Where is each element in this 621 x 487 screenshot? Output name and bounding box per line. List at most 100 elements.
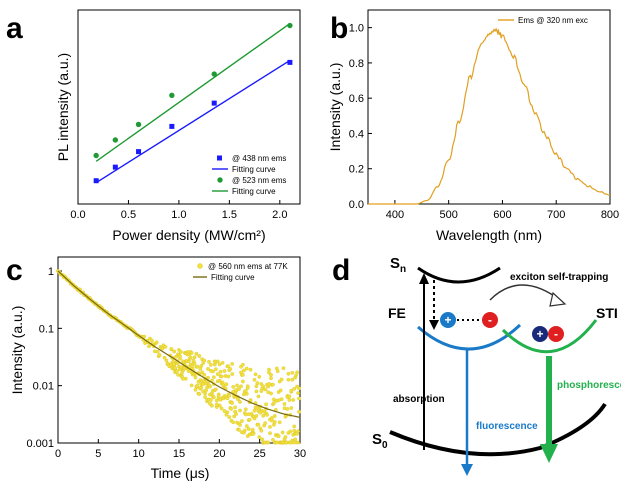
- panel-c-x-label: Time (μs): [151, 465, 210, 481]
- data-point: [235, 383, 239, 388]
- data-point: [240, 419, 244, 423]
- data-point: [288, 429, 293, 434]
- data-point: [264, 402, 268, 407]
- sti-electron-icon: [548, 326, 564, 342]
- data-point: [276, 434, 281, 439]
- data-point: [160, 346, 165, 351]
- panel-d-diagram: Sn S0 FE STI exciton self-trapping absor…: [372, 255, 621, 476]
- data-point: [286, 371, 291, 376]
- y-tick-label: 0.1: [39, 323, 54, 335]
- data-point: [219, 374, 224, 379]
- data-point: [229, 407, 234, 411]
- data-point: [189, 383, 194, 388]
- x-tick-label: 2.0: [272, 209, 287, 221]
- panel-c-y-label: Intensity (a.u.): [9, 306, 25, 395]
- data-point: [246, 427, 251, 431]
- data-point: [225, 410, 230, 415]
- data-point: [162, 355, 167, 360]
- x-tick-label: 0.5: [121, 209, 136, 221]
- data-point: [174, 354, 178, 359]
- data-point: [164, 358, 169, 363]
- data-point: [217, 362, 222, 367]
- x-tick-label: 800: [601, 209, 619, 221]
- data-point: [236, 397, 240, 402]
- data-point: [231, 385, 236, 389]
- data-point: [228, 367, 233, 371]
- panel-letter-d: d: [332, 254, 350, 287]
- data-point: [245, 384, 250, 389]
- sn-curve: [417, 266, 501, 284]
- data-point: [150, 338, 154, 343]
- legend-swatch: [217, 155, 222, 161]
- data-point: [112, 137, 119, 143]
- data-point: [271, 437, 275, 442]
- data-point: [296, 391, 300, 395]
- legend-label: @ 560 nm ems at 77K: [208, 262, 288, 271]
- data-point: [226, 364, 231, 369]
- fe-label: FE: [388, 305, 406, 321]
- data-point: [263, 421, 268, 425]
- data-point: [199, 385, 204, 390]
- data-point: [199, 364, 204, 368]
- panel-a-legend: @ 438 nm ems Fitting curve @ 523 nm ems Fit…: [212, 154, 286, 196]
- self-trapping-arrowhead-icon: [549, 291, 567, 307]
- data-point: [268, 425, 272, 429]
- x-tick-label: 20: [213, 448, 225, 460]
- data-point: [261, 384, 266, 389]
- panel-a-chart: 0.0 0.5 1.0 1.5 2.0 @ 438 nm ems Fitting curv…: [55, 9, 301, 243]
- y-tick-label: 0.0: [349, 199, 364, 211]
- data-point: [254, 384, 259, 389]
- y-tick-label: 1: [48, 266, 54, 278]
- data-point: [211, 71, 217, 77]
- data-point: [252, 377, 257, 382]
- x-tick-label: 500: [439, 209, 457, 221]
- panel-letter-c: c: [6, 254, 23, 287]
- legend-label: Fitting curve: [232, 165, 276, 174]
- electron-minus-label: -: [488, 313, 492, 327]
- data-point: [135, 121, 142, 128]
- data-point: [193, 387, 198, 392]
- fe-curve: [417, 323, 522, 351]
- data-point: [242, 368, 246, 373]
- fit-line: [57, 270, 301, 418]
- panel-letter-b: b: [330, 12, 348, 45]
- data-point: [211, 395, 216, 400]
- data-point: [297, 396, 301, 401]
- data-point: [257, 374, 262, 379]
- data-point: [230, 401, 235, 405]
- x-tick-label: 5: [95, 448, 101, 460]
- data-point: [206, 375, 210, 380]
- data-point: [211, 369, 215, 374]
- data-point: [207, 359, 211, 364]
- fit-line: [95, 23, 291, 162]
- data-point: [136, 149, 142, 155]
- data-point: [211, 375, 216, 380]
- data-point: [215, 372, 220, 376]
- legend-swatch: [197, 263, 203, 269]
- sti-hole-icon: [532, 326, 548, 342]
- data-point: [277, 420, 282, 425]
- data-point: [269, 372, 273, 377]
- hole-plus-label: +: [444, 313, 451, 327]
- data-point: [197, 354, 202, 358]
- data-point: [279, 397, 284, 402]
- data-point: [241, 362, 245, 367]
- data-point: [192, 355, 197, 360]
- data-point: [175, 369, 179, 374]
- data-point: [155, 349, 160, 354]
- panel-c-series: [56, 269, 301, 445]
- x-tick-label: 0.0: [70, 209, 85, 221]
- data-point: [169, 123, 175, 129]
- fluorescence-label: fluorescence: [476, 421, 538, 432]
- x-tick-label: 1.0: [171, 209, 186, 221]
- electron-icon: [482, 312, 498, 328]
- data-point: [260, 437, 265, 442]
- data-point: [244, 391, 249, 396]
- y-tick-label: 0.001: [26, 438, 54, 450]
- data-point: [211, 100, 217, 106]
- data-point: [202, 372, 207, 377]
- data-point: [197, 392, 202, 396]
- data-point: [213, 387, 218, 392]
- legend-label: Fitting curve: [211, 273, 255, 282]
